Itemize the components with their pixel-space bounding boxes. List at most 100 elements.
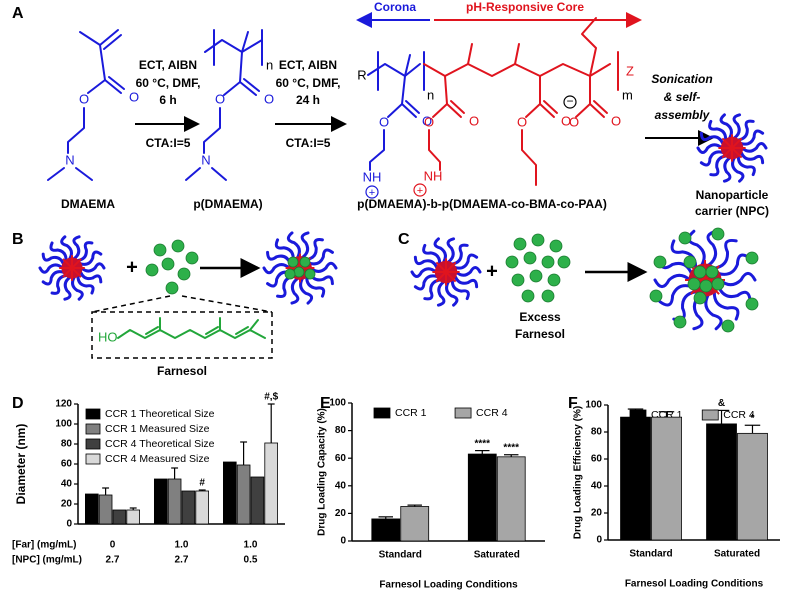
corona-arm — [76, 241, 94, 262]
corona-arm — [266, 250, 292, 265]
loaded-nanoparticle — [649, 227, 759, 333]
corona-arm — [709, 154, 728, 177]
corona-arm — [717, 285, 752, 304]
significance-label: # — [199, 478, 205, 489]
drug-molecule — [287, 256, 299, 268]
atom: N — [201, 152, 210, 167]
panel-label: B — [12, 231, 24, 248]
farnesol-structure — [117, 317, 266, 339]
corona-arm — [722, 156, 732, 183]
y-tick-label: 60 — [335, 453, 347, 464]
corona-arm — [436, 280, 446, 307]
corona-arm — [80, 262, 106, 273]
core-chain — [71, 267, 82, 278]
assembly-text: Sonication — [651, 72, 712, 86]
x-tick-label: Standard — [629, 549, 672, 560]
drug-molecule — [683, 255, 697, 269]
y-tick-label: 80 — [335, 425, 347, 436]
drug-molecule — [529, 269, 543, 283]
drug-molecule — [523, 251, 537, 265]
x-row-label: [NPC] (mg/mL) — [12, 555, 82, 566]
atom: O — [79, 91, 89, 106]
condition: 60 °C, DMF, — [276, 76, 341, 90]
corona-arm — [262, 263, 291, 275]
drug-molecule — [171, 239, 185, 253]
corona-arm — [453, 253, 479, 270]
bar — [153, 478, 168, 525]
panel-label: F — [568, 395, 578, 412]
drug-molecule — [284, 268, 296, 280]
drug-molecule — [547, 273, 561, 287]
corona-arm — [305, 274, 326, 298]
atom: O — [569, 114, 579, 129]
x-tick-label: 1.0 — [175, 540, 189, 551]
panel-label: A — [12, 5, 24, 22]
core-chain — [435, 261, 447, 273]
y-axis-label: Drug Loading Efficiency (%) — [573, 406, 584, 539]
drug-molecule — [721, 319, 735, 333]
x-axis-label: Farnesol Loading Conditions — [625, 579, 764, 590]
y-tick-label: 40 — [591, 481, 603, 492]
corona-arm — [286, 231, 301, 259]
drug-molecule — [699, 279, 713, 293]
assembly-text: assembly — [655, 108, 711, 122]
corona-arm — [653, 273, 692, 289]
y-axis-label: Drug Loading Capacity (%) — [317, 408, 328, 536]
drug-cluster — [145, 239, 199, 295]
atom: O — [379, 114, 389, 129]
bar — [496, 456, 526, 542]
condition: 6 h — [159, 93, 176, 107]
corona-arm — [72, 235, 81, 261]
drug-molecule — [521, 289, 535, 303]
corona-arm — [453, 274, 479, 289]
atom: Z — [626, 63, 634, 78]
panel-b: B + HO Farnesol — [12, 231, 338, 378]
panel-label: D — [12, 395, 24, 412]
bar — [620, 416, 651, 541]
y-tick-label: 0 — [340, 536, 346, 547]
corona-arm — [732, 113, 742, 140]
loaded-nanoparticle — [262, 231, 338, 305]
atom: O — [561, 113, 571, 128]
condition: 24 h — [296, 93, 320, 107]
corona-arm — [41, 252, 65, 266]
condition: ECT, AIBN — [279, 58, 337, 72]
y-tick-label: 100 — [585, 400, 602, 411]
drug-molecule — [511, 273, 525, 287]
y-tick-label: 60 — [61, 459, 73, 470]
zoom-box — [91, 311, 273, 359]
atom: O — [424, 114, 434, 129]
core-chain — [731, 147, 743, 159]
y-tick-label: 20 — [61, 499, 73, 510]
atom: NH — [363, 169, 382, 184]
condition: 60 °C, DMF, — [136, 76, 201, 90]
bar-chart: D Diameter (nm) 0 20 40 60 80 100 120 0 2.7 1.0 2.7 1… — [12, 392, 285, 566]
drug-molecule — [653, 255, 667, 269]
bar — [126, 509, 141, 525]
core-chain — [62, 267, 73, 278]
corona-arm — [76, 274, 95, 295]
atom: O — [129, 89, 139, 104]
bar — [181, 490, 196, 525]
corona-arm — [308, 248, 334, 266]
y-tick-label: 100 — [55, 419, 72, 430]
legend-swatch — [85, 423, 101, 435]
corona-arm — [708, 119, 728, 142]
atom: HO — [98, 329, 118, 344]
corona-arm — [423, 278, 442, 301]
assembly-text: & self- — [664, 90, 701, 104]
corona-arm — [719, 113, 733, 140]
corona-arm — [413, 274, 439, 291]
condition: CTA:I=5 — [146, 136, 191, 150]
copolymer-name: p(DMAEMA)-b-p(DMAEMA-co-BMA-co-PAA) — [357, 197, 607, 211]
core-chain — [721, 147, 733, 159]
bar — [250, 476, 265, 525]
x-tick-label: 0.5 — [244, 555, 258, 566]
y-tick-label: 80 — [61, 439, 73, 450]
corona-arm — [63, 275, 72, 301]
y-tick-label: 20 — [335, 508, 347, 519]
condition: ECT, AIBN — [139, 58, 197, 72]
